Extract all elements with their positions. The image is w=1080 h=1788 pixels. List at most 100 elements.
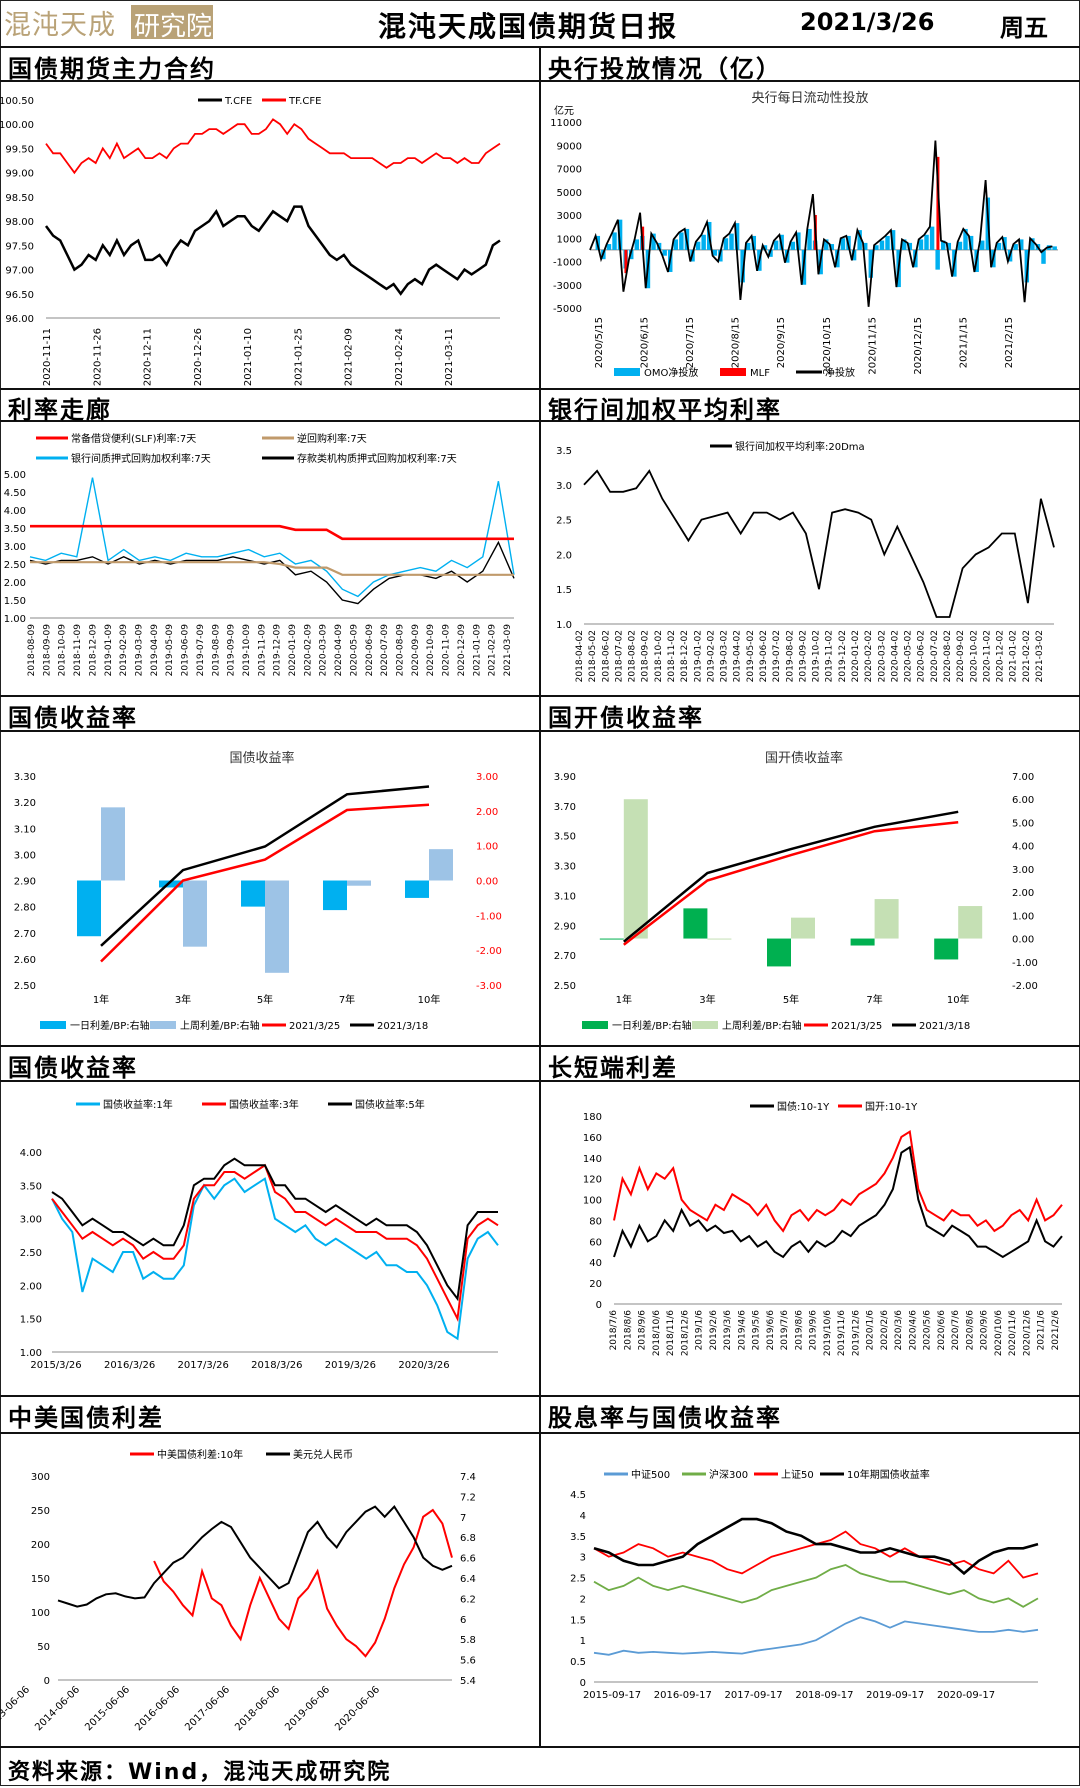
x-tick-label: 2019/3/26 <box>325 1360 376 1371</box>
y-tick-label: 2.5 <box>556 516 572 527</box>
x-tick-label: 2018/9/6 <box>638 1310 648 1351</box>
series-line <box>44 205 501 296</box>
omo-bar <box>773 240 779 250</box>
y-tick-label: 3.50 <box>4 524 26 535</box>
legend-label: 2021/3/18 <box>377 1021 428 1032</box>
legend-label: 国开:10-1Y <box>865 1101 918 1113</box>
omo-bar <box>929 226 935 250</box>
spread-bar <box>405 880 429 898</box>
omo-bar <box>879 240 885 250</box>
mlf-bar <box>936 156 940 250</box>
x-tick-label: 2020-09-02 <box>956 630 966 682</box>
legend-swatch <box>720 368 746 376</box>
spread-bar <box>599 938 624 940</box>
y-tick-label: 98.50 <box>5 193 34 204</box>
spread-bar <box>101 807 125 881</box>
x-tick-label: 2020-01-09 <box>288 624 298 677</box>
x-tick-label: 2013-06-06 <box>0 1684 32 1733</box>
x-tick-label: 2020-07-02 <box>930 630 940 682</box>
spread-line <box>153 1508 453 1658</box>
spread-bar <box>874 899 899 939</box>
y-tick-label-right: 5.4 <box>460 1676 476 1687</box>
x-tick-label: 2019-01-02 <box>693 630 703 682</box>
x-tick-label: 2020-01-02 <box>851 630 861 682</box>
y-tick-label: 2.50 <box>20 1248 42 1259</box>
legend-label: 银行间加权平均利率:20Dma <box>735 440 865 453</box>
x-tick-label: 2019-05-02 <box>746 630 756 682</box>
x-tick-label: 2019-01-09 <box>104 624 114 677</box>
x-tick-label: 2015/3/26 <box>30 1360 81 1371</box>
y-tick-label: 100.00 <box>0 120 34 131</box>
y-tick-label: 2.90 <box>14 877 36 888</box>
x-tick-label: 2019/12/6 <box>851 1310 861 1356</box>
x-tick-label: 2015-09-17 <box>583 1690 641 1701</box>
x-tick-label: 2020-03-02 <box>877 630 887 682</box>
x-tick-label: 2020/7/15 <box>685 317 696 368</box>
omo-bar <box>1013 244 1018 250</box>
spread-bar <box>77 880 101 937</box>
y-tick-label-right: 7.4 <box>460 1472 476 1483</box>
spread-bar <box>767 938 791 967</box>
y-tick-label: -3000 <box>553 281 582 292</box>
x-tick-label: 2019-10-02 <box>812 630 822 682</box>
panel-title: 国债期货主力合约 <box>8 55 216 83</box>
y-tick-label: 1.00 <box>20 1348 42 1359</box>
y-tick-label: 1000 <box>557 234 582 245</box>
report-date: 2021/3/26 <box>800 8 935 36</box>
series-line <box>51 1177 499 1341</box>
report-weekday: 周五 <box>1000 14 1048 42</box>
yield-line <box>100 803 430 963</box>
y-tick-label: 0 <box>580 1678 586 1689</box>
omo-bar <box>651 233 656 250</box>
y-tick-label: 97.50 <box>5 241 34 252</box>
y-tick-label: 3.30 <box>554 862 576 873</box>
x-tick-label: 2020-05-09 <box>349 624 359 677</box>
logo-text: 混沌天成 <box>4 10 116 41</box>
x-tick-label: 2018/8/6 <box>623 1310 633 1351</box>
y-tick-label-right: 4.00 <box>1012 842 1034 853</box>
y-tick-label: 3.30 <box>14 772 36 783</box>
y-tick-label: 2.70 <box>554 951 576 962</box>
x-tick-label: 2018/10/6 <box>652 1310 662 1356</box>
x-tick-label: 2020/12/6 <box>1022 1310 1032 1356</box>
omo-bar <box>746 242 751 250</box>
x-tick-label: 2018-09-09 <box>42 624 52 677</box>
y-tick-label: 2.00 <box>20 1281 42 1292</box>
omo-bar <box>723 238 729 250</box>
x-tick-label: 2019-08-02 <box>785 630 795 682</box>
mlf-bar <box>624 249 628 274</box>
y-tick-label: 3.00 <box>14 850 36 861</box>
legend-label: 国债:10-1Y <box>777 1100 830 1113</box>
y-tick-label: 3.10 <box>554 891 576 902</box>
x-tick-label: 2020-05-02 <box>904 630 914 682</box>
omo-bar <box>874 245 879 250</box>
y-tick-label: 2.5 <box>570 1574 586 1585</box>
cn-us-spread-chart: 中美国债利差:10年 美元兑人民币 0 50 100 150 200 250 300 5.4 5.6… <box>0 1448 476 1733</box>
x-tick-label: 2018/3/26 <box>251 1360 302 1371</box>
spread-bar <box>347 880 371 886</box>
series-line <box>593 1616 1039 1656</box>
y-tick-label: 3.50 <box>554 832 576 843</box>
y-tick-label: 2.60 <box>14 955 36 966</box>
cdb-curve-chart: 国开债收益率 2.50 2.70 2.90 3.10 3.30 3.50 3.70 3.90 -2… <box>554 750 1038 1032</box>
x-tick-label: 2019/10/6 <box>823 1310 833 1356</box>
omo-bar <box>996 242 1002 250</box>
omo-bar <box>634 239 640 250</box>
x-tick-label: 2019-07-09 <box>196 624 206 677</box>
x-tick-label: 2018-11-09 <box>73 624 83 677</box>
y-tick-label: 2 <box>580 1594 586 1605</box>
rate-line <box>583 469 1055 618</box>
x-tick-label: 2019/11/6 <box>837 1310 847 1356</box>
x-tick-label: 2019/3/6 <box>723 1310 733 1351</box>
source-note: 资料来源：Wind，混沌天成研究院 <box>8 1760 392 1785</box>
y-tick-label-right: 0.00 <box>1012 935 1034 946</box>
x-tick-label: 2019-08-09 <box>211 624 221 677</box>
y-tick-label: 20 <box>589 1279 602 1290</box>
legend-label: 一日利差/BP:右轴 <box>612 1019 692 1032</box>
series-line <box>593 1517 1039 1576</box>
x-tick-label: 2020/11/15 <box>867 317 878 375</box>
omo-bar <box>695 241 701 250</box>
spread-bar <box>623 799 648 939</box>
omo-bar <box>740 249 745 283</box>
x-tick-label: 2018/11/6 <box>666 1310 676 1356</box>
